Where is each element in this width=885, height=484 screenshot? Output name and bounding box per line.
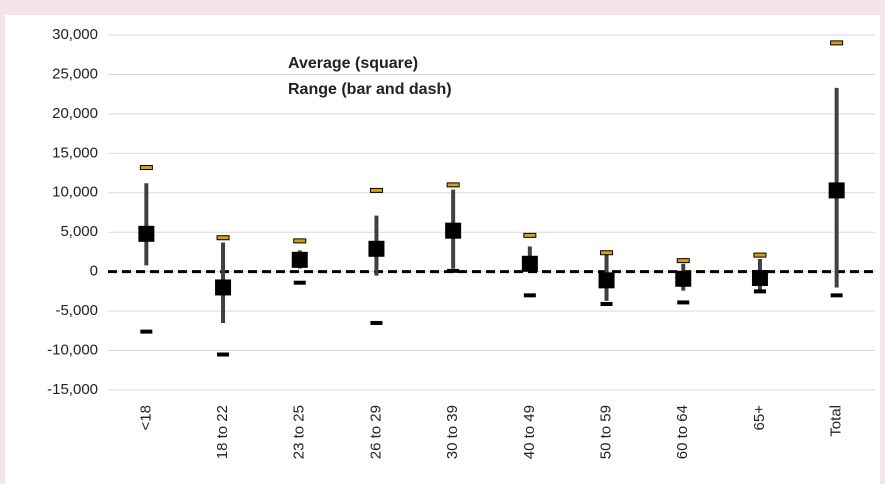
range-dash-high: [216, 235, 230, 241]
x-tick-label: 23 to 25: [291, 405, 308, 459]
y-tick-label: 10,000: [52, 184, 98, 201]
average-marker: [751, 269, 768, 286]
average-marker: [291, 251, 308, 268]
range-dash-high: [676, 258, 690, 264]
range-dash-low: [370, 320, 383, 325]
range-dash-low: [140, 329, 153, 334]
x-tick-label: 50 to 59: [598, 405, 615, 459]
range-dash-high: [753, 252, 767, 258]
x-tick-label: 18 to 22: [214, 405, 231, 459]
range-dash-high: [293, 238, 307, 244]
plot-background: [5, 15, 880, 484]
average-marker: [368, 240, 385, 257]
x-tick-label: Total: [828, 405, 845, 437]
y-tick-label: -15,000: [47, 381, 98, 398]
y-tick-label: 15,000: [52, 144, 98, 161]
y-tick-label: 5,000: [60, 223, 98, 240]
average-marker: [138, 225, 155, 242]
average-marker: [828, 182, 845, 199]
x-tick-label: 60 to 64: [674, 405, 691, 459]
average-marker: [675, 270, 692, 287]
x-tick-label: 40 to 49: [521, 405, 538, 459]
range-dash-low: [447, 268, 460, 273]
range-dash-high: [523, 232, 537, 238]
y-tick-label: 0: [90, 263, 98, 280]
range-dash-low: [600, 302, 613, 307]
average-marker: [521, 255, 538, 272]
y-tick-label: 30,000: [52, 26, 98, 43]
range-dash-low: [293, 280, 306, 285]
average-marker: [445, 222, 462, 239]
average-marker: [215, 279, 232, 296]
y-tick-label: 20,000: [52, 105, 98, 122]
range-dash-low: [677, 300, 690, 305]
x-tick-label: 30 to 39: [444, 405, 461, 459]
range-dash-low: [830, 293, 843, 298]
range-dash-high: [369, 187, 383, 193]
x-tick-label: 26 to 29: [367, 405, 384, 459]
annotation: Range (bar and dash): [288, 81, 452, 98]
range-dash-low: [523, 293, 536, 298]
y-tick-label: -10,000: [47, 342, 98, 359]
x-tick-label: 65+: [751, 405, 768, 431]
range-dash-high: [446, 182, 460, 188]
y-tick-label: 25,000: [52, 65, 98, 82]
x-tick-label: <18: [137, 405, 154, 430]
range-dash-high: [830, 40, 844, 46]
range-dash-low: [217, 352, 230, 357]
annotation: Average (square): [288, 55, 418, 72]
average-marker: [598, 272, 615, 289]
y-tick-label: -5,000: [55, 302, 98, 319]
range-dash-high: [139, 165, 153, 171]
range-dash-high: [600, 250, 614, 256]
range-dash-low: [753, 289, 766, 294]
